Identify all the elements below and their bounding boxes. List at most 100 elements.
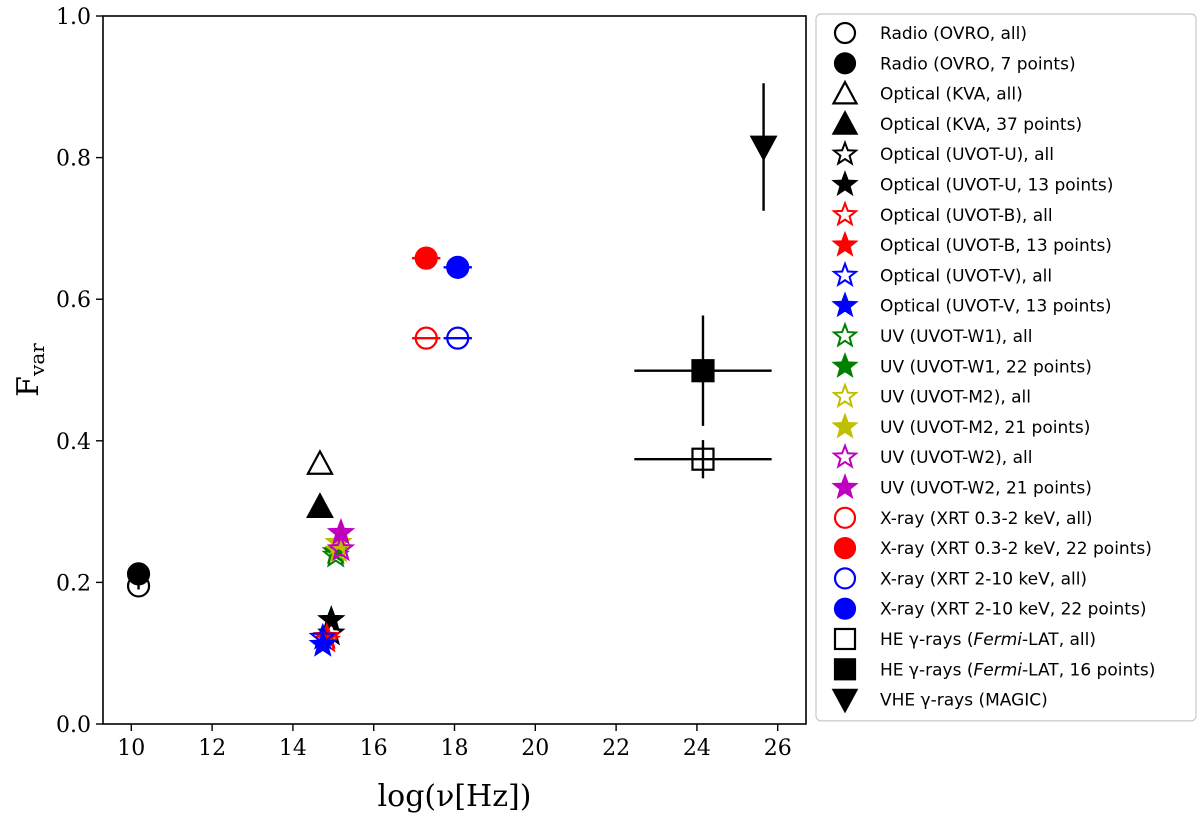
point-marker [691,447,715,471]
x-tick-label: 20 [521,736,549,761]
legend-entry: Optical (UVOT-B), all [831,200,1053,227]
legend-marker [833,536,857,560]
data-point [326,517,356,545]
data-point [634,440,772,479]
legend-entry: HE γ-rays (Fermi-LAT, 16 points) [833,658,1155,681]
point-marker [414,326,438,350]
data-point [412,326,441,350]
x-tick-label: 22 [602,736,630,761]
legend-marker [831,139,859,166]
x-tick-label: 18 [441,736,469,761]
axes: 10 12 14 16 18 20 22 24 26 0.0 0.2 0.4 0.6 0.8 1.0 log(… [11,5,807,814]
legend-marker [833,52,857,75]
legend-marker [831,170,859,197]
legend-label: UV (UVOT-M2, 21 points) [880,418,1090,438]
data-point [326,534,356,562]
legend-label: Optical (UVOT-V, 13 points) [880,297,1112,317]
point-marker [126,562,151,586]
legend-entry: X-ray (XRT 2-10 keV, all) [833,567,1087,590]
legend-label: Optical (UVOT-U), all [880,145,1054,165]
legend-entry: UV (UVOT-W2), all [831,442,1032,469]
legend-entry: Optical (UVOT-U, 13 points) [831,170,1113,197]
legend-marker [831,382,859,409]
legend-marker [831,321,859,348]
legend-entry: UV (UVOT-W1, 22 points) [831,351,1092,378]
legend-marker [831,110,859,135]
legend-marker [831,261,859,288]
legend-marker [831,79,859,105]
data-point [749,83,778,211]
point-marker [691,359,715,383]
y-tick-label: 0.6 [56,288,91,313]
plot-area [126,83,778,657]
y-tick-label: 0.4 [56,430,91,455]
y-tick-label: 1.0 [56,5,91,30]
data-point [412,246,441,270]
legend-entry: X-ray (XRT 2-10 keV, 22 points) [833,597,1146,620]
legend-label: UV (UVOT-W1, 22 points) [880,357,1092,377]
x-tick-label: 12 [198,736,226,761]
x-tick-label: 16 [360,736,388,761]
data-point [443,326,472,350]
legend-entry: Optical (UVOT-B, 13 points) [831,230,1112,257]
legend-entry: Optical (UVOT-V, 13 points) [831,291,1112,318]
legend-entry: Optical (KVA, 37 points) [831,110,1082,135]
legend-entry: Optical (UVOT-V), all [831,261,1052,288]
point-marker [306,449,334,475]
legend-marker [833,21,857,45]
legend-label: Optical (UVOT-V), all [880,266,1052,286]
data-point [306,449,334,475]
point-marker [749,135,778,162]
x-axis-label: log(ν[Hz]) [378,779,532,814]
legend-label: UV (UVOT-W2, 21 points) [880,479,1092,499]
legend-entry: UV (UVOT-M2), all [831,382,1031,409]
x-tick-label: 14 [279,736,307,761]
y-tick-label: 0.0 [56,713,91,738]
legend-label: VHE γ-rays (MAGIC) [880,691,1048,711]
legend-entry: UV (UVOT-M2, 21 points) [831,412,1090,439]
legend-marker [831,200,859,227]
legend-entry: UV (UVOT-W1), all [831,321,1032,348]
legend-label: UV (UVOT-M2), all [880,388,1031,408]
legend-label: Optical (UVOT-B), all [880,206,1053,226]
legend-entry: Radio (OVRO, all) [833,21,1027,45]
y-tick-label: 0.2 [56,571,91,596]
legend-label: X-ray (XRT 2-10 keV, 22 points) [880,600,1146,620]
x-tick-label: 24 [683,736,711,761]
legend-marker [831,291,859,318]
data-point [308,629,337,657]
legend-entry: VHE γ-rays (MAGIC) [831,688,1048,714]
y-axis-label: Fvar [11,343,49,397]
legend-entry: Radio (OVRO, 7 points) [833,52,1076,75]
legend-marker [831,688,859,714]
legend-label: Radio (OVRO, 7 points) [880,54,1076,74]
legend-marker [831,230,859,257]
point-marker [326,517,356,545]
legend-marker [833,627,857,651]
point-marker [317,604,346,632]
point-marker [308,629,337,657]
y-axis-label-group: Fvar [11,343,49,397]
legend-label: HE γ-rays (Fermi-LAT, all) [880,630,1096,650]
legend: Radio (OVRO, all) Radio (OVRO, 7 points) O… [815,13,1197,722]
legend-entry: Optical (KVA, all) [831,79,1023,105]
legend-marker [831,351,859,378]
legend-marker [831,412,859,439]
legend-box [815,13,1197,722]
point-marker [446,326,470,350]
data-point [443,255,472,279]
legend-marker [831,473,859,500]
point-marker [306,492,334,519]
point-marker [414,246,438,270]
legend-label: X-ray (XRT 0.3-2 keV, all) [880,509,1092,529]
legend-label: HE γ-rays (Fermi-LAT, 16 points) [880,660,1155,680]
legend-entry: X-ray (XRT 0.3-2 keV, 22 points) [833,536,1152,560]
data-point [317,604,346,632]
legend-marker [833,506,857,529]
legend-label: UV (UVOT-W2), all [880,448,1032,468]
legend-label: Optical (KVA, all) [880,85,1023,105]
y-tick-label: 0.8 [56,147,91,172]
x-tick-label: 10 [117,736,145,761]
legend-label: UV (UVOT-W1), all [880,327,1032,347]
